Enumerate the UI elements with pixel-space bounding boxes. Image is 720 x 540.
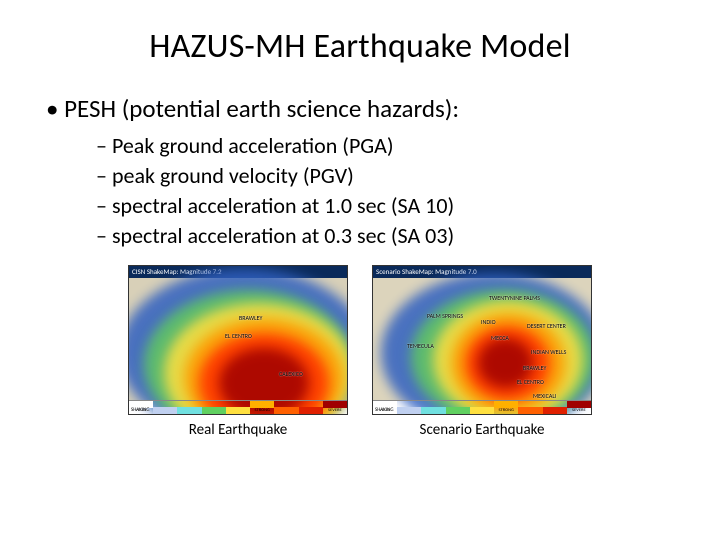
legend-axis-label: SHAKING (375, 407, 394, 413)
legend-cell (226, 401, 250, 414)
map-caption: Scenario Earthquake (420, 421, 545, 439)
sub-bullet: spectral acceleration at 1.0 sec (SA 10) (96, 192, 680, 219)
legend-swatch (226, 407, 250, 414)
map-city-label: DESERT CENTER (527, 322, 566, 330)
shake-map-scenario: Scenario ShakeMap: Magnitude 7.0 TWENTYN… (372, 265, 592, 415)
map-legend: WEAKSTRONGSEVERE (129, 400, 347, 414)
legend-swatch (518, 407, 542, 414)
legend-cell (421, 401, 445, 414)
legend-label: STRONG (499, 408, 514, 414)
legend-swatch (299, 407, 323, 414)
legend-swatch (202, 407, 226, 414)
legend-swatch (397, 407, 421, 414)
map-city-label: BRAWLEY (523, 364, 546, 372)
legend-cell (177, 401, 201, 414)
map-body: TWENTYNINE PALMS PALM SPRINGS INDIO DESERT … (373, 278, 591, 400)
maps-row: CISN ShakeMap: Magnitude 7.2 BRAWLEYEL C… (40, 265, 680, 439)
map-city-label: TEMECULA (407, 342, 434, 350)
legend-label: STRONG (255, 408, 270, 414)
legend-swatch (153, 407, 177, 414)
map-caption: Real Earthquake (189, 421, 288, 439)
slide-title: HAZUS-MH Earthquake Model (40, 26, 680, 67)
legend-swatch (177, 407, 201, 414)
legend-cell (543, 401, 567, 414)
sub-bullet: peak ground velocity (PGV) (96, 162, 680, 189)
map-city-label: PALM SPRINGS (427, 312, 463, 320)
slide: HAZUS-MH Earthquake Model PESH (potentia… (0, 0, 720, 540)
sub-bullet: spectral acceleration at 0.3 sec (SA 03) (96, 222, 680, 249)
map-legend: WEAKSTRONGSEVERE (373, 400, 591, 414)
legend-swatch (421, 407, 445, 414)
legend-swatch (470, 407, 494, 414)
legend-swatch (250, 401, 274, 408)
map-left-wrap: CISN ShakeMap: Magnitude 7.2 BRAWLEYEL C… (128, 265, 348, 439)
sub-bullet: Peak ground acceleration (PGA) (96, 132, 680, 159)
map-right-wrap: Scenario ShakeMap: Magnitude 7.0 TWENTYN… (372, 265, 592, 439)
map-city-label: CALEXICO (279, 370, 303, 378)
legend-swatch (494, 401, 518, 408)
legend-cell (470, 401, 494, 414)
map-city-label: EL CENTRO (225, 332, 252, 340)
legend-cell (446, 401, 470, 414)
legend-cell (202, 401, 226, 414)
map-city-label: TWENTYNINE PALMS (489, 294, 540, 302)
legend-label: SEVERE (328, 408, 342, 414)
map-city-label: BRAWLEY (239, 314, 262, 322)
map-city-label: MECCA (491, 334, 509, 342)
legend-cell (397, 401, 421, 414)
map-city-label: MEXICALI (533, 392, 556, 400)
map-city-label: INDIAN WELLS (531, 348, 566, 356)
legend-cell (518, 401, 542, 414)
legend-cell (299, 401, 323, 414)
bullet-main: PESH (potential earth science hazards): (46, 93, 680, 124)
legend-swatch (567, 401, 591, 408)
legend-cell: STRONG (250, 401, 274, 414)
map-body: BRAWLEY EL CENTRO CALEXICO (129, 278, 347, 400)
legend-cell (274, 401, 298, 414)
legend-label: SEVERE (572, 408, 586, 414)
shake-map-real: CISN ShakeMap: Magnitude 7.2 BRAWLEYEL C… (128, 265, 348, 415)
legend-cell: STRONG (494, 401, 518, 414)
legend-axis-label: SHAKING (131, 407, 150, 413)
legend-swatch (543, 407, 567, 414)
legend-cell: SEVERE (323, 401, 347, 414)
legend-swatch (323, 401, 347, 408)
legend-swatch (446, 407, 470, 414)
legend-swatch (274, 407, 298, 414)
map-city-label: INDIO (481, 318, 496, 326)
map-city-label: EL CENTRO (517, 378, 544, 386)
legend-cell: SEVERE (567, 401, 591, 414)
legend-cell (153, 401, 177, 414)
